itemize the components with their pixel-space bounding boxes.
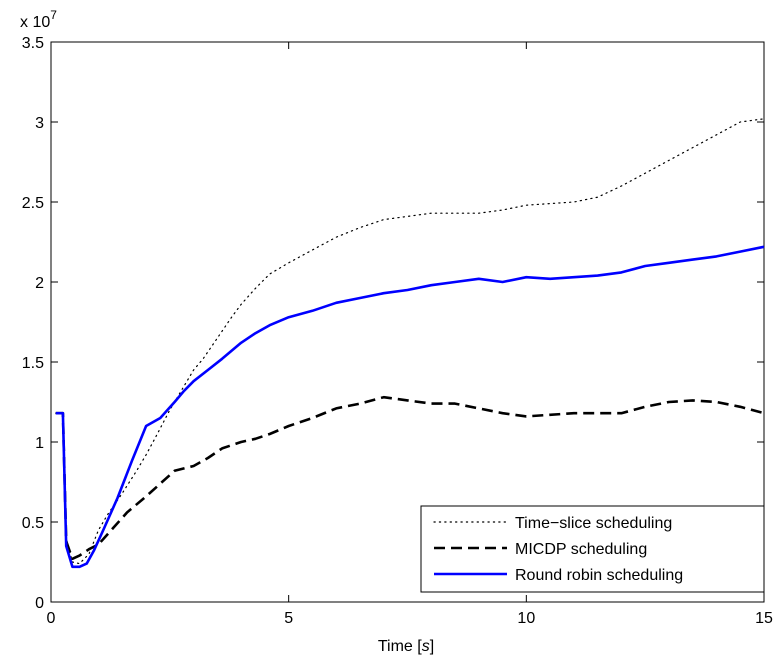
series-line-1 xyxy=(55,118,765,565)
exponent-power: 7 xyxy=(50,8,57,22)
legend-label-1: Time−slice scheduling xyxy=(515,515,672,532)
y-tick-label: 3 xyxy=(35,115,44,132)
y-tick-label: 2 xyxy=(35,275,44,292)
x-axis-label-suffix: ] xyxy=(430,638,434,655)
y-tick-label: 0 xyxy=(35,595,44,612)
x-axis-label: Time [s] xyxy=(378,638,434,655)
x-axis-label-prefix: Time [ xyxy=(378,638,422,655)
x-tick-label: 5 xyxy=(284,610,293,627)
y-axis: 0 0.5 1 1.5 2 2.5 3 3.5 xyxy=(22,35,764,612)
x-tick-label: 0 xyxy=(47,610,56,627)
series-layer xyxy=(55,118,765,569)
y-tick-label: 3.5 xyxy=(22,35,44,52)
x-tick-label: 10 xyxy=(517,610,535,627)
series-line-3 xyxy=(55,245,765,569)
legend-label-3: Round robin scheduling xyxy=(515,567,683,584)
x-tick-label: 15 xyxy=(755,610,773,627)
y-tick-label: 2.5 xyxy=(22,195,44,212)
y-tick-label: 1.5 xyxy=(22,355,44,372)
series-line-2 xyxy=(55,395,765,561)
legend-label-2: MICDP scheduling xyxy=(515,541,647,558)
legend: Time−slice scheduling MICDP scheduling Rou… xyxy=(420,505,765,593)
y-tick-label: 0.5 xyxy=(22,515,44,532)
x-axis: 0 5 10 15 xyxy=(47,42,773,627)
x-axis-label-unit: s xyxy=(422,638,430,655)
exponent-base: x 10 xyxy=(20,14,50,31)
y-axis-exponent-label: x 107 xyxy=(20,8,57,31)
y-tick-label: 1 xyxy=(35,435,44,452)
